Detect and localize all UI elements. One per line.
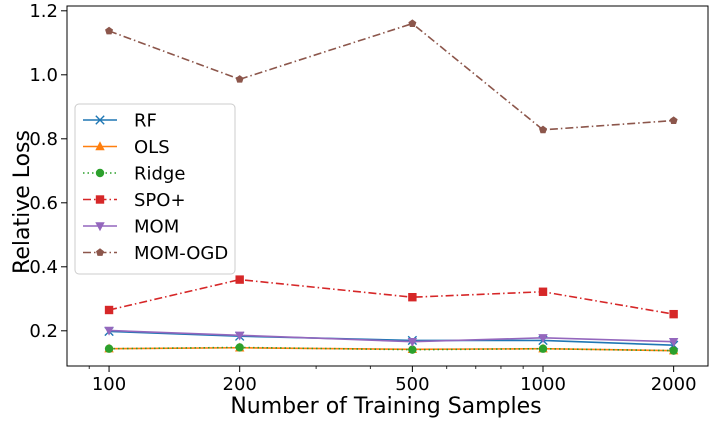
y-tick-label: 0.6	[29, 193, 58, 214]
y-tick-label: 0.4	[29, 257, 58, 278]
series-layer	[104, 19, 679, 355]
data-point-mom-ogd	[669, 116, 678, 124]
data-point-ridge	[104, 344, 114, 353]
x-tick-label: 100	[92, 374, 126, 395]
data-point-ridge	[669, 346, 678, 355]
series-rf	[104, 326, 679, 350]
series-line-mom-ogd	[108, 22, 674, 131]
series-line-ridge	[109, 346, 674, 352]
data-point-spo	[538, 287, 548, 296]
data-point-spo	[408, 293, 417, 302]
x-tick-label: 1000	[520, 374, 566, 395]
legend: RF OLS Ridge SPO+ MOM MOM-OGD	[74, 103, 236, 275]
legend-label-rf: RF	[134, 111, 157, 132]
legend-marker-rf-stroke	[95, 115, 105, 125]
series-mom	[104, 326, 679, 347]
x-axis-label: Number of Training Samples	[230, 394, 541, 419]
y-tick-label: 0.2	[29, 321, 58, 342]
axes-layer: 100 200 500 1000 2000 0.2 0.4 0.6 0.8 1.0 1.2	[29, 1, 696, 395]
y-tick-label: 0.8	[29, 129, 58, 150]
series-ridge	[104, 343, 678, 355]
legend-marker-rf	[95, 115, 105, 125]
data-point-mom	[407, 337, 418, 347]
legend-marker-ols	[95, 141, 105, 151]
data-point-ridge	[235, 343, 244, 352]
legend-marker-spo	[95, 195, 105, 204]
y-axis-label: Relative Loss	[10, 130, 35, 274]
data-point-mom	[104, 326, 114, 336]
series-spo	[104, 275, 678, 319]
legend-marker-mom	[95, 222, 105, 232]
data-point-mom	[538, 334, 548, 344]
series-line-ols	[109, 346, 674, 352]
series-line-spo	[108, 278, 674, 315]
data-point-mom-ogd	[235, 75, 244, 83]
x-tick-label: 200	[223, 374, 257, 395]
legend-label-ols: OLS	[134, 137, 170, 158]
y-tick-label: 1.2	[29, 1, 58, 22]
series-mom-ogd	[105, 19, 678, 134]
plot-area	[66, 5, 709, 367]
data-point-mom	[234, 331, 245, 341]
data-point-mom-ogd	[408, 19, 417, 27]
data-point-mom	[668, 337, 679, 347]
data-point-mom-ogd	[539, 125, 547, 134]
data-point-ridge	[408, 345, 417, 354]
data-point-mom-ogd	[105, 26, 114, 35]
legend-marker-ridge	[95, 168, 105, 178]
legend-label-mom-ogd: MOM-OGD	[134, 243, 228, 264]
plot-frame	[66, 5, 709, 367]
data-point-spo	[235, 275, 244, 284]
legend-label-ridge: Ridge	[134, 164, 185, 185]
y-tick-label: 1.0	[29, 65, 58, 86]
legend-label-spo: SPO+	[134, 190, 186, 211]
x-tick-label: 500	[395, 374, 429, 395]
x-tick-label: 2000	[651, 374, 697, 395]
legend-marker-mom-ogd	[96, 248, 104, 256]
data-point-ridge	[538, 344, 548, 353]
data-point-spo	[104, 305, 114, 315]
legend-label-mom: MOM	[134, 217, 179, 238]
data-point-spo	[669, 309, 678, 319]
